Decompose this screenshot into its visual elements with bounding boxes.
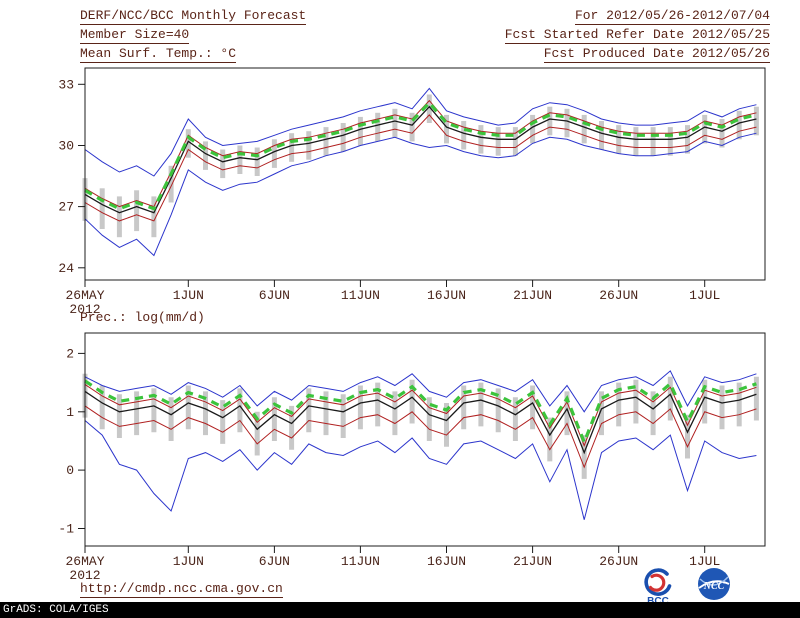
header-right-block: For 2012/05/26-2012/07/04 Fcst Started R…	[504, 8, 770, 65]
svg-text:26JUN: 26JUN	[599, 554, 638, 569]
member-size-text: Member Size=40	[80, 27, 190, 44]
svg-text:24: 24	[58, 261, 74, 276]
forecast-range-text: For 2012/05/26-2012/07/04	[574, 8, 770, 25]
svg-text:2012: 2012	[69, 302, 100, 317]
svg-text:11JUN: 11JUN	[341, 288, 380, 303]
bcc-logo-label: BCC	[647, 596, 669, 606]
header-left-block: DERF/NCC/BCC Monthly Forecast Member Siz…	[80, 8, 307, 65]
produced-date-text: Fcst Produced Date 2012/05/26	[543, 46, 770, 63]
svg-text:6JUN: 6JUN	[259, 288, 290, 303]
svg-text:1JUN: 1JUN	[173, 554, 204, 569]
precip-panel-label-text: Prec.: log(mm/d)	[80, 310, 205, 325]
refer-date-text: Fcst Started Refer Date 2012/05/25	[504, 27, 770, 44]
svg-text:26MAY: 26MAY	[65, 288, 104, 303]
svg-text:11JUN: 11JUN	[341, 554, 380, 569]
svg-text:16JUN: 16JUN	[427, 288, 466, 303]
source-url-text: http://cmdp.ncc.cma.gov.cn	[80, 581, 283, 598]
svg-text:1JUL: 1JUL	[689, 554, 720, 569]
member-size-label: Member Size=40	[80, 27, 306, 44]
source-url: http://cmdp.ncc.cma.gov.cn	[80, 581, 283, 598]
svg-text:1JUN: 1JUN	[173, 288, 204, 303]
svg-text:21JUN: 21JUN	[513, 554, 552, 569]
svg-text:2: 2	[66, 346, 74, 361]
svg-text:6JUN: 6JUN	[259, 554, 290, 569]
ncc-logo-icon: NCC	[698, 568, 730, 600]
svg-text:1: 1	[66, 405, 74, 420]
svg-text:27: 27	[58, 200, 74, 215]
svg-text:33: 33	[58, 77, 74, 92]
temp-panel-label: Mean Surf. Temp.: °C	[80, 46, 306, 63]
produced-date: Fcst Produced Date 2012/05/26	[505, 46, 770, 63]
svg-text:16JUN: 16JUN	[427, 554, 466, 569]
bcc-logo: BCC	[638, 566, 678, 611]
svg-text:1JUL: 1JUL	[689, 288, 720, 303]
svg-text:-1: -1	[58, 522, 74, 537]
grads-credit-text: GrADS: COLA/IGES	[3, 604, 109, 616]
grads-credit-bar: GrADS: COLA/IGES	[0, 602, 800, 618]
svg-text:0: 0	[66, 463, 74, 478]
svg-text:2012: 2012	[69, 568, 100, 583]
report-title-text: DERF/NCC/BCC Monthly Forecast	[80, 8, 307, 25]
bcc-logo-icon: BCC	[644, 568, 672, 607]
svg-text:30: 30	[58, 139, 74, 154]
svg-text:21JUN: 21JUN	[513, 288, 552, 303]
svg-text:26MAY: 26MAY	[65, 554, 104, 569]
svg-text:26JUN: 26JUN	[599, 288, 638, 303]
temp-panel-label-text: Mean Surf. Temp.: °C	[80, 46, 237, 63]
ncc-logo-label: NCC	[703, 581, 725, 592]
report-title: DERF/NCC/BCC Monthly Forecast	[80, 8, 307, 25]
ncc-logo: NCC	[690, 564, 738, 611]
refer-date: Fcst Started Refer Date 2012/05/25	[504, 27, 770, 44]
precip-panel-label: Prec.: log(mm/d)	[80, 310, 205, 325]
forecast-range: For 2012/05/26-2012/07/04	[505, 8, 770, 25]
